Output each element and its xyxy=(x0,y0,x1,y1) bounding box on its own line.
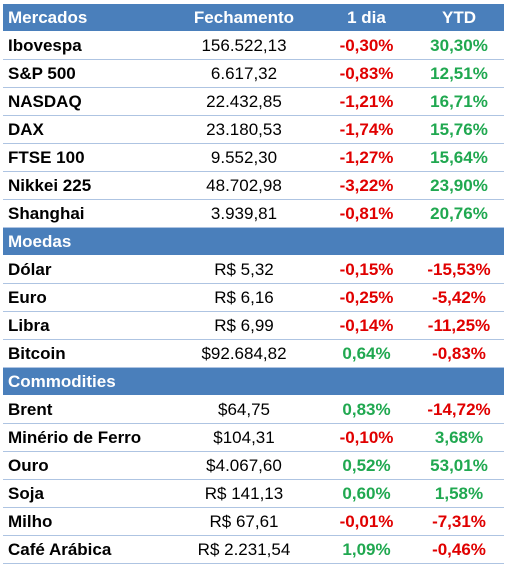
closing-value-cell: $104,31 xyxy=(169,423,319,452)
market-table: Mercados Fechamento 1 dia YTD Ibovespa 15… xyxy=(3,4,504,564)
table-row: Ibovespa 156.522,13 -0,30% 30,30% xyxy=(3,31,504,60)
section-title: Commodities xyxy=(3,367,504,396)
table-row: Nikkei 225 48.702,98 -3,22% 23,90% xyxy=(3,171,504,200)
asset-name-cell: Ouro xyxy=(3,451,169,480)
asset-name-cell: Brent xyxy=(3,395,169,424)
daily-change-cell: 0,64% xyxy=(319,339,414,368)
market-table-body: Mercados Fechamento 1 dia YTD Ibovespa 15… xyxy=(3,4,504,564)
table-row: Ouro $4.067,60 0,52% 53,01% xyxy=(3,451,504,480)
ytd-change-cell: 15,76% xyxy=(414,115,504,144)
section-header-row: Commodities xyxy=(3,367,504,396)
asset-name-cell: FTSE 100 xyxy=(3,143,169,172)
table-row: Café Arábica R$ 2.231,54 1,09% -0,46% xyxy=(3,535,504,564)
closing-value-cell: R$ 6,99 xyxy=(169,311,319,340)
daily-change-cell: -0,30% xyxy=(319,31,414,60)
ytd-change-cell: -0,46% xyxy=(414,535,504,564)
table-row: Euro R$ 6,16 -0,25% -5,42% xyxy=(3,283,504,312)
table-row: Libra R$ 6,99 -0,14% -11,25% xyxy=(3,311,504,340)
daily-change-cell: 0,83% xyxy=(319,395,414,424)
closing-value-cell: R$ 141,13 xyxy=(169,479,319,508)
daily-change-cell: 0,52% xyxy=(319,451,414,480)
daily-change-cell: -0,01% xyxy=(319,507,414,536)
market-table-container: Mercados Fechamento 1 dia YTD Ibovespa 15… xyxy=(3,4,504,564)
ytd-change-cell: 20,76% xyxy=(414,199,504,228)
asset-name-cell: Bitcoin xyxy=(3,339,169,368)
ytd-change-cell: 53,01% xyxy=(414,451,504,480)
table-row: Soja R$ 141,13 0,60% 1,58% xyxy=(3,479,504,508)
closing-value-cell: 6.617,32 xyxy=(169,59,319,88)
asset-name-cell: Euro xyxy=(3,283,169,312)
table-row: Minério de Ferro $104,31 -0,10% 3,68% xyxy=(3,423,504,452)
ytd-change-cell: -15,53% xyxy=(414,255,504,284)
table-row: Bitcoin $92.684,82 0,64% -0,83% xyxy=(3,339,504,368)
column-header-fechamento: Fechamento xyxy=(169,4,319,32)
ytd-change-cell: -5,42% xyxy=(414,283,504,312)
asset-name-cell: Libra xyxy=(3,311,169,340)
daily-change-cell: -0,83% xyxy=(319,59,414,88)
asset-name-cell: Ibovespa xyxy=(3,31,169,60)
column-header-1-dia: 1 dia xyxy=(319,4,414,32)
daily-change-cell: -1,27% xyxy=(319,143,414,172)
table-row: Dólar R$ 5,32 -0,15% -15,53% xyxy=(3,255,504,284)
daily-change-cell: -1,21% xyxy=(319,87,414,116)
ytd-change-cell: 16,71% xyxy=(414,87,504,116)
asset-name-cell: Minério de Ferro xyxy=(3,423,169,452)
asset-name-cell: Café Arábica xyxy=(3,535,169,564)
ytd-change-cell: 30,30% xyxy=(414,31,504,60)
closing-value-cell: $4.067,60 xyxy=(169,451,319,480)
ytd-change-cell: -0,83% xyxy=(414,339,504,368)
daily-change-cell: -0,14% xyxy=(319,311,414,340)
table-row: Brent $64,75 0,83% -14,72% xyxy=(3,395,504,424)
ytd-change-cell: 12,51% xyxy=(414,59,504,88)
daily-change-cell: 0,60% xyxy=(319,479,414,508)
closing-value-cell: 9.552,30 xyxy=(169,143,319,172)
ytd-change-cell: -11,25% xyxy=(414,311,504,340)
asset-name-cell: Soja xyxy=(3,479,169,508)
asset-name-cell: Shanghai xyxy=(3,199,169,228)
table-row: S&P 500 6.617,32 -0,83% 12,51% xyxy=(3,59,504,88)
table-row: Shanghai 3.939,81 -0,81% 20,76% xyxy=(3,199,504,228)
asset-name-cell: S&P 500 xyxy=(3,59,169,88)
asset-name-cell: Dólar xyxy=(3,255,169,284)
closing-value-cell: $64,75 xyxy=(169,395,319,424)
table-row: FTSE 100 9.552,30 -1,27% 15,64% xyxy=(3,143,504,172)
ytd-change-cell: 3,68% xyxy=(414,423,504,452)
daily-change-cell: -0,15% xyxy=(319,255,414,284)
section-title: Moedas xyxy=(3,227,504,256)
daily-change-cell: -0,10% xyxy=(319,423,414,452)
daily-change-cell: -3,22% xyxy=(319,171,414,200)
closing-value-cell: 22.432,85 xyxy=(169,87,319,116)
daily-change-cell: -0,25% xyxy=(319,283,414,312)
table-row: Milho R$ 67,61 -0,01% -7,31% xyxy=(3,507,504,536)
column-header-mercados: Mercados xyxy=(3,4,169,32)
closing-value-cell: $92.684,82 xyxy=(169,339,319,368)
asset-name-cell: Nikkei 225 xyxy=(3,171,169,200)
closing-value-cell: 156.522,13 xyxy=(169,31,319,60)
daily-change-cell: 1,09% xyxy=(319,535,414,564)
closing-value-cell: 48.702,98 xyxy=(169,171,319,200)
section-header-row: Moedas xyxy=(3,227,504,256)
column-header-ytd: YTD xyxy=(414,4,504,32)
daily-change-cell: -1,74% xyxy=(319,115,414,144)
closing-value-cell: R$ 2.231,54 xyxy=(169,535,319,564)
ytd-change-cell: 15,64% xyxy=(414,143,504,172)
asset-name-cell: DAX xyxy=(3,115,169,144)
ytd-change-cell: 23,90% xyxy=(414,171,504,200)
ytd-change-cell: -14,72% xyxy=(414,395,504,424)
asset-name-cell: NASDAQ xyxy=(3,87,169,116)
closing-value-cell: R$ 6,16 xyxy=(169,283,319,312)
table-header-row: Mercados Fechamento 1 dia YTD xyxy=(3,4,504,32)
ytd-change-cell: -7,31% xyxy=(414,507,504,536)
closing-value-cell: 3.939,81 xyxy=(169,199,319,228)
asset-name-cell: Milho xyxy=(3,507,169,536)
table-row: DAX 23.180,53 -1,74% 15,76% xyxy=(3,115,504,144)
closing-value-cell: 23.180,53 xyxy=(169,115,319,144)
closing-value-cell: R$ 67,61 xyxy=(169,507,319,536)
closing-value-cell: R$ 5,32 xyxy=(169,255,319,284)
daily-change-cell: -0,81% xyxy=(319,199,414,228)
ytd-change-cell: 1,58% xyxy=(414,479,504,508)
table-row: NASDAQ 22.432,85 -1,21% 16,71% xyxy=(3,87,504,116)
